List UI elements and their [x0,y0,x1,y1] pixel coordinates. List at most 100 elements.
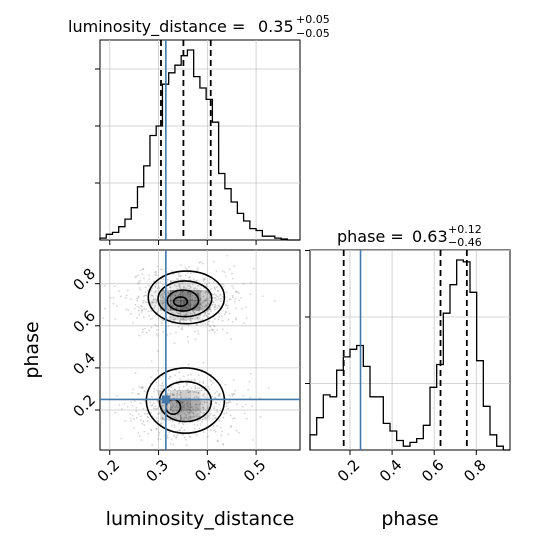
scatter-sample [243,412,246,415]
scatter-sample [195,403,198,406]
scatter-sample [173,393,175,396]
scatter-sample [178,389,180,391]
scatter-sample [196,324,198,327]
scatter-sample [176,394,179,397]
scatter-sample [190,286,192,289]
scatter-sample [247,388,250,391]
scatter-sample [175,410,178,413]
title-prefix: phase = [337,227,404,246]
scatter-sample [225,304,228,307]
scatter-sample [141,309,144,311]
scatter-sample [207,385,210,388]
scatter-sample [138,435,141,438]
scatter-sample [245,403,247,406]
scatter-sample [182,423,185,426]
scatter-sample [158,431,161,434]
scatter-sample [208,308,211,311]
title-prefix: luminosity_distance = [68,17,245,37]
scatter-sample [162,319,165,322]
scatter-sample [229,426,232,428]
scatter-sample [161,384,164,387]
scatter-sample [182,290,185,293]
scatter-sample [170,386,173,389]
scatter-sample [197,294,200,297]
scatter-sample [179,320,182,323]
scatter-sample [202,382,205,385]
density-bin [200,290,211,301]
scatter-sample [185,313,188,315]
scatter-sample [161,296,164,299]
scatter-sample [147,415,149,418]
scatter-sample [148,329,151,332]
scatter-sample [135,417,138,419]
x-axis-label-phase: phase [381,508,438,530]
scatter-sample [242,394,245,397]
scatter-sample [220,434,223,437]
scatter-sample [210,380,213,383]
phase-x-axis-ticks: 0.2 0.4 0.6 0.8 [334,450,490,486]
scatter-sample [203,401,206,404]
scatter-sample [143,390,146,392]
scatter-sample [194,302,197,305]
scatter-sample [136,297,138,300]
scatter-sample [204,417,207,420]
scatter-sample [206,316,209,319]
scatter-sample [214,318,216,320]
scatter-sample [219,300,222,303]
scatter-sample [187,284,189,287]
scatter-sample [213,287,216,290]
density-bin [170,390,181,401]
scatter-sample [211,293,214,296]
scatter-sample [204,299,207,302]
scatter-sample [225,411,228,414]
scatter-sample [212,400,214,403]
scatter-sample [197,392,200,394]
scatter-sample [178,377,181,380]
scatter-sample [245,306,247,309]
scatter-sample [189,408,191,411]
scatter-sample [245,317,248,319]
scatter-sample [209,308,212,311]
scatter-sample [138,313,141,316]
scatter-sample [212,260,215,263]
scatter-sample [227,318,230,321]
x-tick-label: 0.4 [376,456,406,486]
scatter-sample [152,301,155,304]
scatter-sample [211,329,213,331]
scatter-sample [183,429,186,432]
scatter-sample [229,298,232,300]
scatter-sample [198,381,201,384]
scatter-sample [180,409,183,411]
scatter-sample [159,281,162,284]
scatter-sample [222,443,225,446]
scatter-sample [160,294,163,296]
scatter-sample [129,417,132,420]
scatter-sample [214,397,217,400]
scatter-sample [185,438,188,441]
scatter-sample [225,303,227,306]
scatter-sample [173,388,176,391]
title-luminosity-distance: luminosity_distance = 0.35 +0.05 −0.05 [68,13,330,40]
middle-right-histogram-panel: 0.2 0.4 0.6 0.8 [305,249,511,486]
scatter-sample [146,420,149,422]
scatter-sample [152,402,155,405]
scatter-sample [217,318,220,321]
scatter-sample [115,394,118,397]
scatter-sample [252,438,255,441]
scatter-sample [174,406,177,409]
scatter-sample [176,301,179,304]
scatter-sample [137,393,139,396]
scatter-sample [205,290,207,293]
scatter-sample [173,411,176,414]
scatter-sample [205,297,208,300]
scatter-sample [180,416,183,419]
scatter-sample [208,329,211,332]
scatter-sample [193,300,196,303]
scatter-sample [127,309,129,311]
scatter-sample [190,387,192,389]
scatter-sample [171,420,174,422]
scatter-sample [192,311,195,313]
scatter-sample [226,300,229,303]
scatter-sample [170,438,173,441]
scatter-sample [175,301,178,304]
